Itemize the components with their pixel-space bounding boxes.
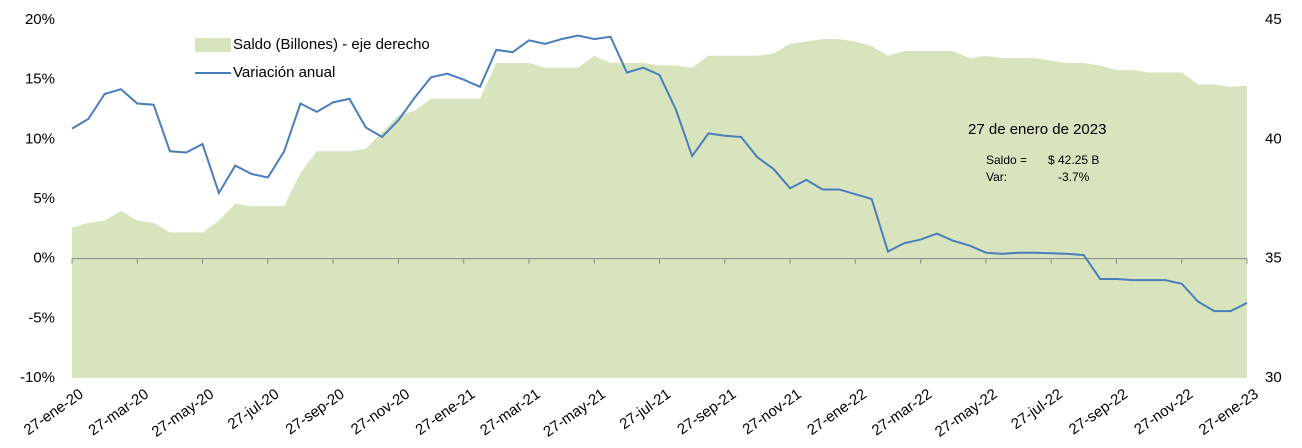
- annotation-key: Var:: [986, 170, 1007, 184]
- y2-tick-label: 30: [1265, 369, 1282, 386]
- line: [71, 34, 1248, 313]
- y-tick-label: 15%: [25, 71, 55, 88]
- y2-tick-label: 35: [1265, 250, 1282, 267]
- x-tick-label: 27-may-20: [149, 386, 217, 441]
- legend-label: Saldo (Billones) - eje derecho: [233, 36, 430, 53]
- x-tick-label: 27-nov-20: [348, 386, 413, 439]
- x-tick-label: 27-sep-20: [283, 386, 348, 439]
- y-tick-label: 5%: [33, 190, 55, 207]
- legend-label: Variación anual: [233, 64, 335, 81]
- y-tick-label: 0%: [33, 250, 55, 267]
- x-tick-label: 27-may-21: [540, 386, 608, 441]
- x-tick-label: 27-mar-22: [869, 386, 935, 440]
- x-tick-label: 27-jul-21: [617, 386, 675, 433]
- x-tick-label: 27-sep-21: [674, 386, 739, 439]
- area: [72, 39, 1247, 379]
- y-tick-label: 10%: [25, 130, 55, 147]
- annotation-value: $ 42.25 B: [1048, 153, 1099, 167]
- x-tick-label: 27-nov-21: [740, 386, 805, 439]
- x-tick-label: 27-jul-22: [1008, 386, 1066, 433]
- x-tick-label: 27-mar-21: [477, 386, 543, 440]
- y-tick-label: 20%: [25, 11, 55, 28]
- x-tick-label: 27-jul-20: [225, 386, 283, 433]
- y2-tick-label: 45: [1265, 11, 1282, 28]
- x-tick-label: 27-sep-22: [1066, 386, 1131, 439]
- x-tick-label: 27-may-22: [932, 386, 1000, 441]
- y-tick-label: -5%: [28, 309, 55, 326]
- annotation-title: 27 de enero de 2023: [968, 121, 1106, 138]
- x-tick-label: 27-ene-23: [1196, 386, 1262, 439]
- annotation-key: Saldo =: [986, 153, 1027, 167]
- x-tick-label: 27-ene-21: [412, 386, 478, 439]
- legend-swatch: [195, 38, 231, 52]
- x-tick-label: 27-nov-22: [1131, 386, 1196, 439]
- x-tick-label: 27-ene-20: [21, 386, 87, 439]
- x-tick-label: 27-ene-22: [804, 386, 870, 439]
- y2-tick-label: 40: [1265, 130, 1282, 147]
- x-tick-label: 27-mar-20: [85, 386, 151, 440]
- y-tick-label: -10%: [20, 369, 55, 386]
- annotation-value: -3.7%: [1058, 170, 1090, 184]
